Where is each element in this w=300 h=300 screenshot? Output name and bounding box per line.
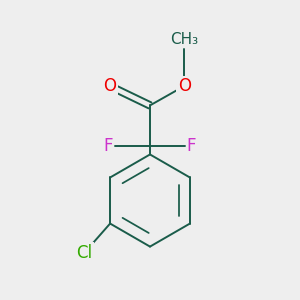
Text: O: O [103, 77, 116, 95]
Text: CH₃: CH₃ [170, 32, 198, 47]
Text: F: F [103, 136, 113, 154]
Text: Cl: Cl [76, 244, 93, 262]
Text: F: F [187, 136, 196, 154]
Text: O: O [178, 77, 191, 95]
